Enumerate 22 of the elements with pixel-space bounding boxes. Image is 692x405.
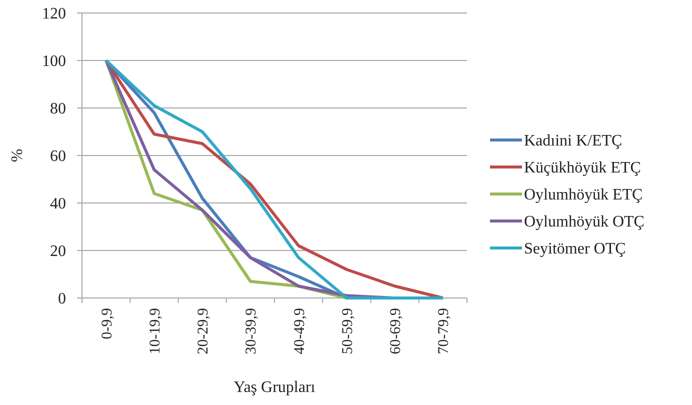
x-tick-label: 20-29,9 (196, 308, 212, 354)
x-tick-label: 60-69,9 (388, 308, 404, 354)
legend-label: Küçükhöyük ETÇ (524, 160, 641, 177)
y-tick-label: 80 (50, 100, 66, 118)
x-tick-label: 50-59,9 (340, 308, 356, 354)
y-tick-label: 40 (50, 196, 66, 213)
x-tick-label: 40-49,9 (292, 308, 308, 354)
y-tick-label: 100 (42, 53, 66, 70)
legend-label: Seyitömer OTÇ (524, 240, 626, 258)
legend-label: Kadıini K/ETÇ (524, 132, 622, 150)
y-tick-label: 0 (58, 290, 66, 308)
x-tick-label: 0-9,9 (99, 308, 116, 340)
y-tick-label: 20 (50, 243, 66, 260)
x-tick-label: 10-19,9 (147, 308, 164, 354)
legend-label: Oylumhöyük OTÇ (524, 214, 644, 231)
x-tick-label: 30-39,9 (244, 308, 260, 354)
x-tick-label: 70-79,9 (436, 308, 452, 354)
y-axis-title: % (9, 148, 26, 162)
y-tick-label: 60 (50, 148, 66, 166)
x-axis-title: Yaş Grupları (234, 379, 316, 396)
y-tick-label: 120 (42, 6, 66, 23)
legend-label: Oylumhöyük ETÇ (524, 186, 643, 204)
